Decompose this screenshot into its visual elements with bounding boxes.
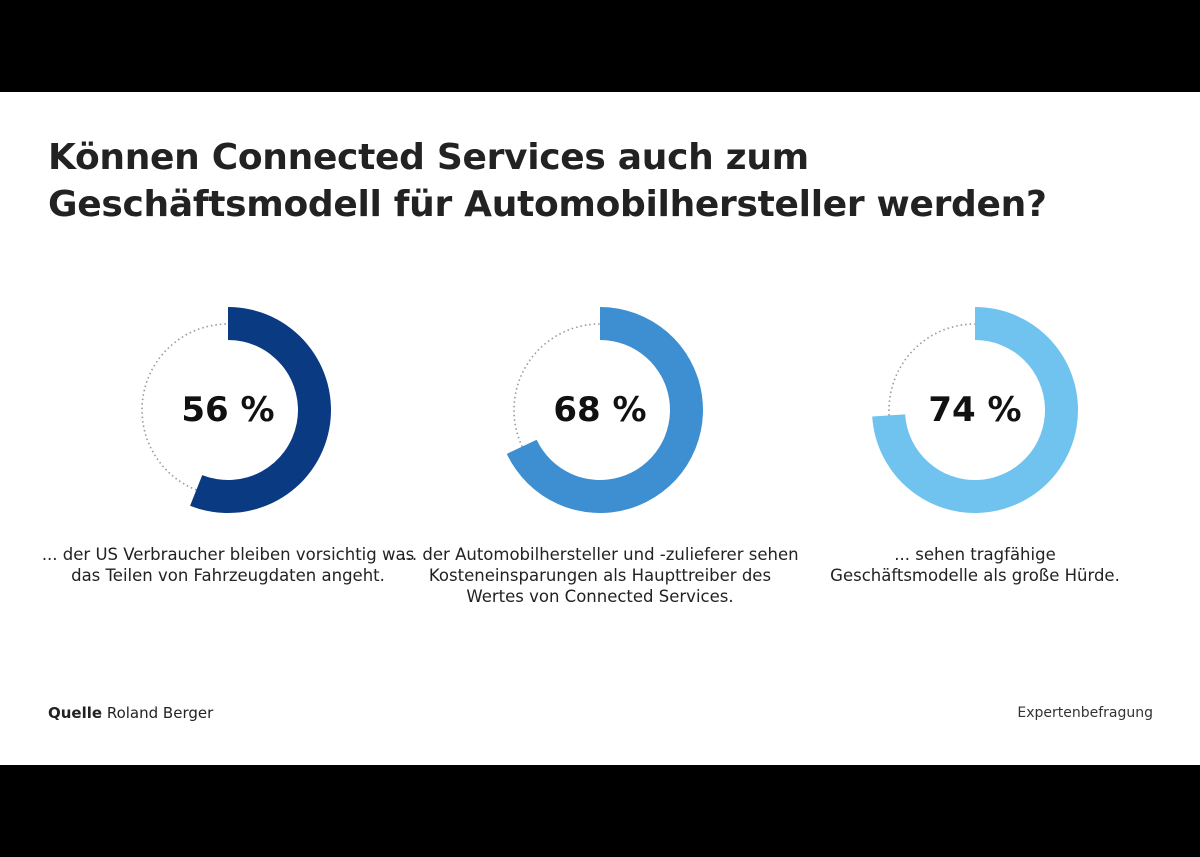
page-title: Können Connected Services auch zum Geschä… xyxy=(48,137,1047,225)
caption-1: ... der US Verbraucher bleiben vorsichti… xyxy=(41,545,415,585)
remainder-dotted-arc xyxy=(513,323,600,447)
percent-label: 68 % xyxy=(553,390,647,430)
remainder-dotted-arc xyxy=(141,323,228,491)
donut-chart-1: 56 % xyxy=(118,300,338,520)
source: Quelle Roland Berger xyxy=(48,704,214,722)
percent-label: 74 % xyxy=(928,390,1022,430)
remainder-dotted-arc xyxy=(888,323,975,416)
donut-value-arc xyxy=(190,307,331,513)
caption-3: ... sehen tragfähige Geschäftsmodelle al… xyxy=(830,545,1120,585)
donut-value-arc xyxy=(506,307,703,513)
donut-value-arc xyxy=(872,307,1078,513)
donut-chart-2: 68 % xyxy=(490,300,710,520)
slide: Können Connected Services auch zum Geschä… xyxy=(0,92,1200,765)
donut-chart-3: 74 % xyxy=(865,300,1085,520)
caption-2: ... der Automobilhersteller und -zuliefe… xyxy=(401,545,799,606)
note: Expertenbefragung xyxy=(1017,705,1153,721)
percent-label: 56 % xyxy=(181,390,275,430)
